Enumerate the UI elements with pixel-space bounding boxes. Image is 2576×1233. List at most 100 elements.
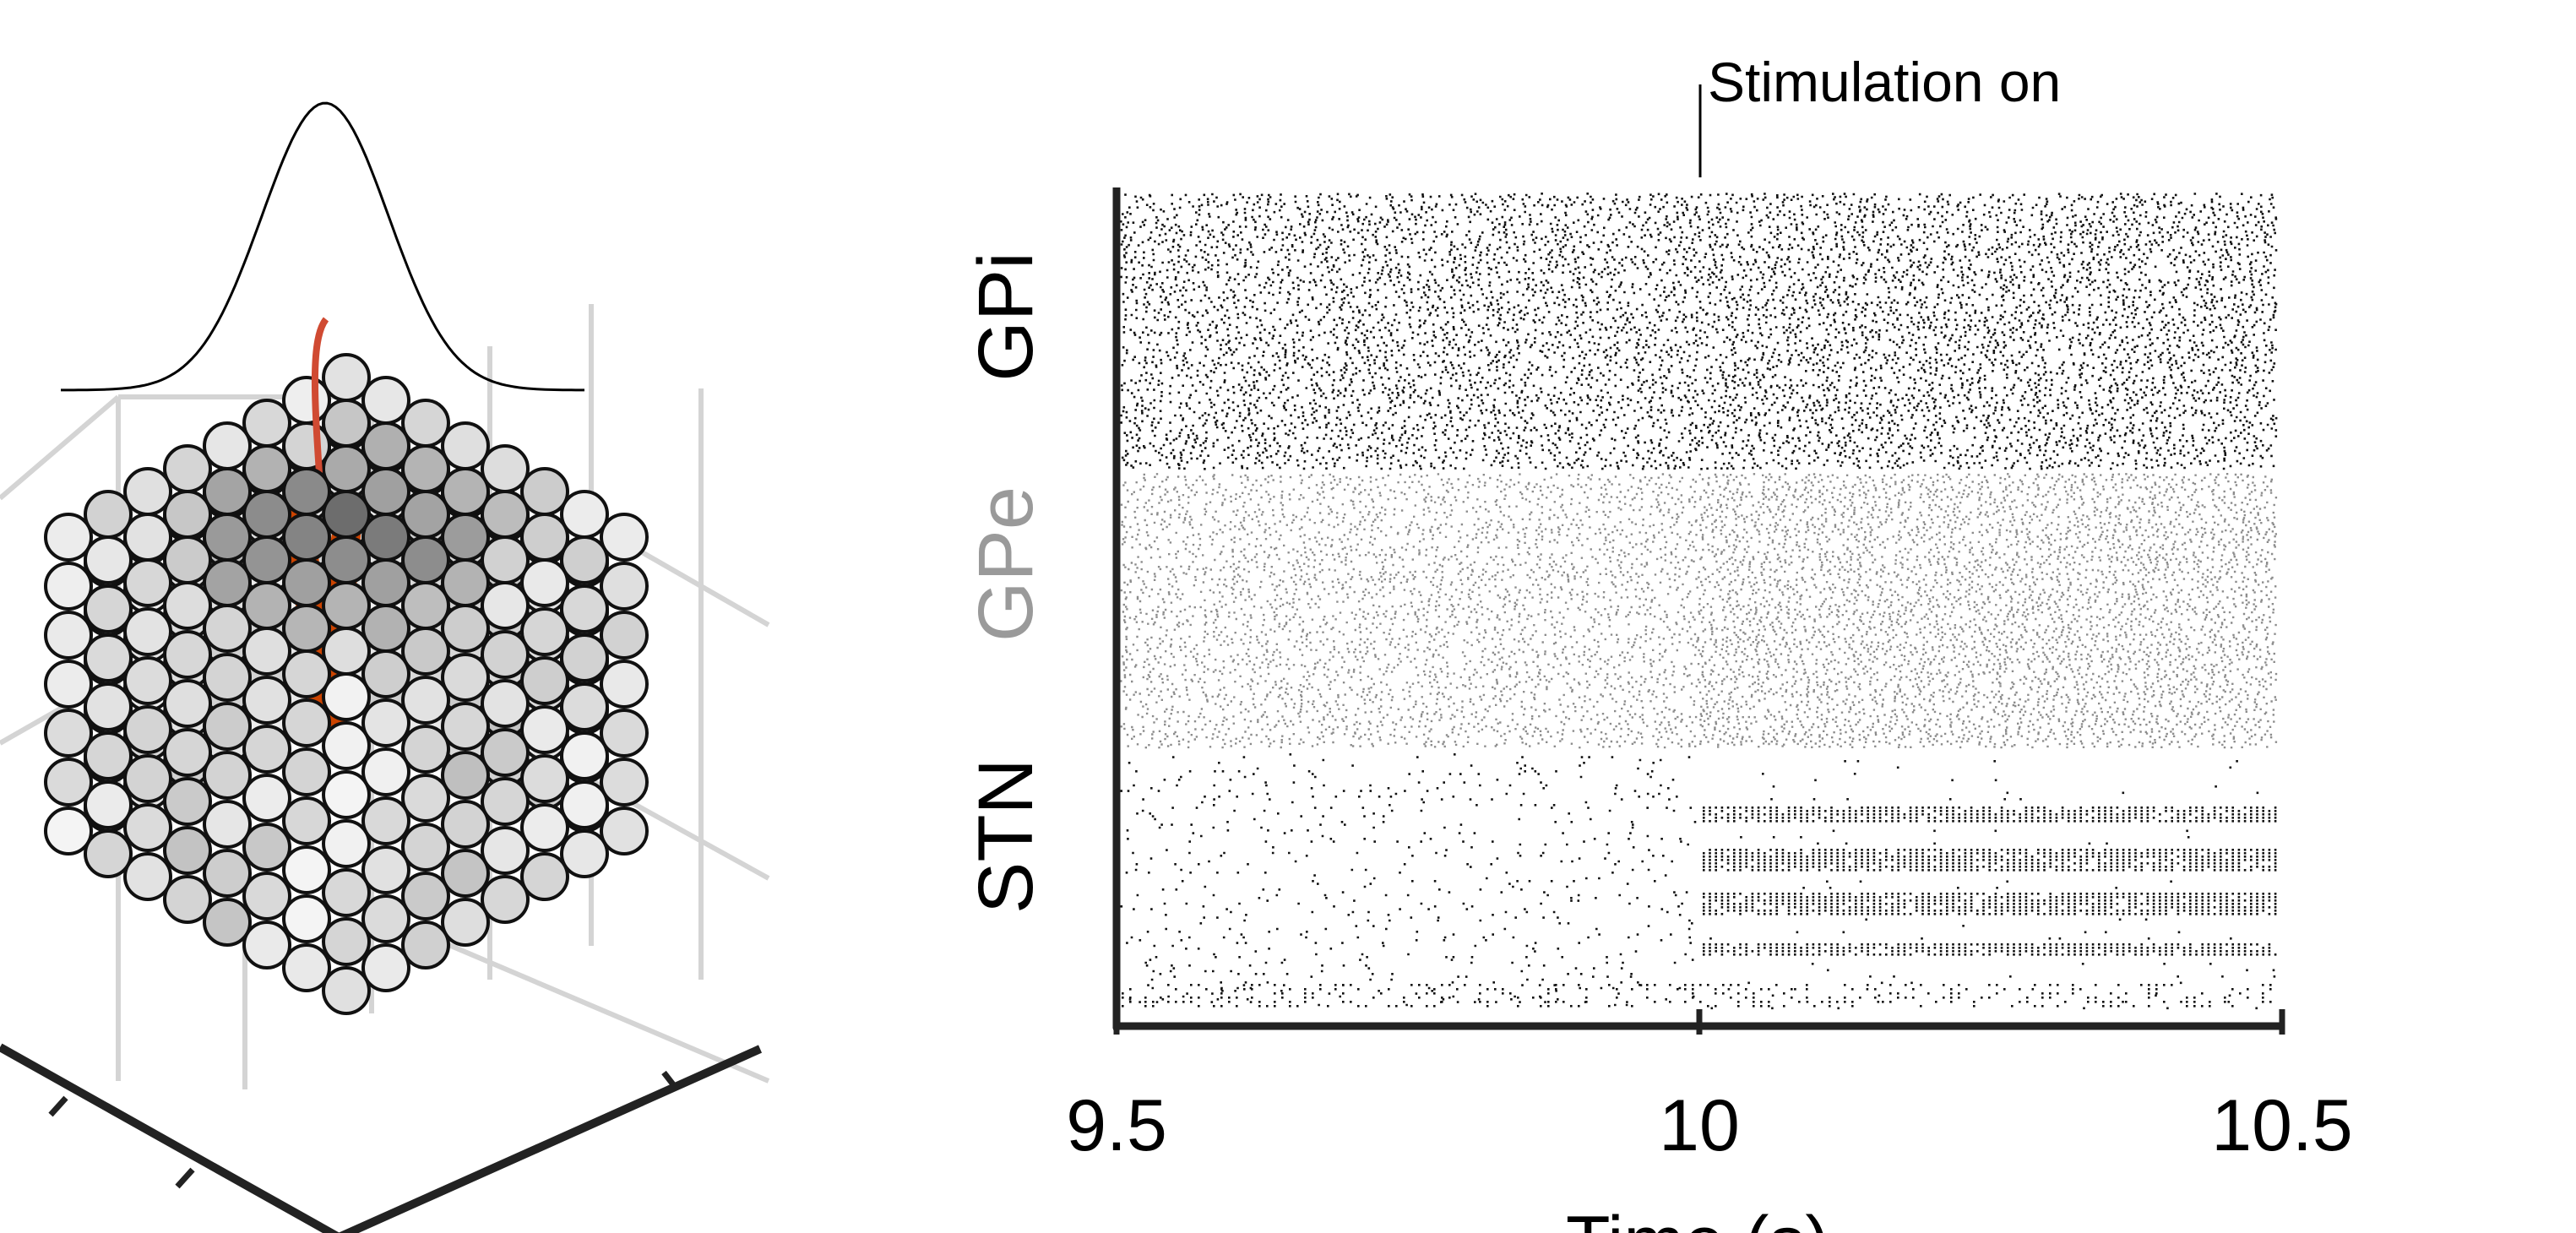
lattice-sphere (322, 490, 371, 539)
lattice-sphere (441, 604, 490, 653)
lattice-sphere (242, 921, 291, 970)
lattice-sphere (203, 558, 252, 607)
lattice-sphere (361, 747, 410, 796)
lattice-sphere (282, 467, 331, 516)
lattice-sphere (322, 917, 371, 966)
lattice-sphere (481, 875, 530, 924)
lattice-sphere (282, 649, 331, 698)
lattice-sphere (441, 558, 490, 607)
lattice-sphere (163, 630, 212, 679)
lattice-sphere (322, 868, 371, 917)
x-ticks (1113, 1009, 2285, 1035)
gaussian-profile-curve (61, 101, 584, 392)
lattice-diagram (0, 101, 770, 1233)
lattice-sphere (123, 656, 172, 705)
lattice-sphere (481, 535, 530, 584)
lattice-sphere (401, 921, 450, 970)
lattice-sphere (361, 698, 410, 747)
lattice-sphere (322, 581, 371, 630)
group-label-stn: STN (963, 758, 1049, 914)
lattice-axis-tick (175, 1167, 195, 1189)
lattice-sphere (401, 581, 450, 630)
lattice-sphere (242, 490, 291, 539)
lattice-sphere (282, 943, 331, 992)
lattice-sphere (242, 444, 291, 493)
lattice-sphere (84, 780, 133, 829)
lattice-sphere (520, 656, 569, 705)
lattice-sphere (361, 604, 410, 653)
lattice-sphere (322, 444, 371, 493)
lattice-sphere (123, 513, 172, 562)
stn-spikes (1120, 753, 2277, 1010)
gpi-spikes (1120, 193, 2278, 470)
lattice-sphere (163, 490, 212, 539)
lattice-sphere (361, 796, 410, 845)
lattice-sphere (84, 731, 133, 780)
lattice-sphere (361, 467, 410, 516)
lattice-sphere (123, 803, 172, 852)
lattice-sphere (481, 630, 530, 679)
lattice-sphere (84, 633, 133, 682)
lattice-sphere (282, 604, 331, 653)
lattice-sphere (242, 676, 291, 725)
x-axis-label: Time (s) (1566, 1202, 1829, 1233)
lattice-sphere (163, 875, 212, 924)
lattice-sphere (361, 943, 410, 992)
lattice-sphere (361, 376, 410, 425)
lattice-sphere (322, 819, 371, 868)
lattice-sphere (203, 421, 252, 470)
lattice-sphere (282, 747, 331, 796)
sphere-layer-front (44, 467, 649, 1015)
lattice-sphere (163, 581, 212, 630)
lattice-sphere (361, 845, 410, 894)
lattice-sphere (481, 826, 530, 875)
lattice-sphere (401, 627, 450, 676)
lattice-sphere (203, 898, 252, 947)
lattice-sphere (282, 845, 331, 894)
lattice-sphere (203, 849, 252, 898)
raster-plot: 9.5 10 10.5 Time (s) Stimulation on GPi GP… (963, 51, 2353, 1233)
lattice-sphere (123, 852, 172, 901)
lattice-sphere (441, 849, 490, 898)
lattice-sphere (123, 754, 172, 803)
lattice-sphere (520, 607, 569, 656)
x-tick-labels: 9.5 10 10.5 (1066, 1085, 2352, 1166)
lattice-grid-line (0, 394, 120, 501)
lattice-sphere (322, 770, 371, 819)
lattice-sphere (242, 774, 291, 823)
lattice-sphere (361, 894, 410, 943)
lattice-sphere (401, 823, 450, 872)
lattice-sphere (520, 754, 569, 803)
lattice-sphere (520, 705, 569, 754)
lattice-sphere (361, 421, 410, 470)
lattice-sphere (242, 627, 291, 676)
lattice-sphere (401, 399, 450, 448)
lattice-sphere (44, 562, 93, 611)
lattice-sphere (123, 607, 172, 656)
lattice-sphere (560, 535, 609, 584)
lattice-sphere (163, 826, 212, 875)
lattice-sphere (560, 584, 609, 633)
lattice-sphere (123, 705, 172, 754)
group-label-gpi: GPi (963, 252, 1049, 381)
lattice-sphere (163, 444, 212, 493)
electrode-lead (311, 317, 329, 474)
lattice-sphere (401, 535, 450, 584)
lattice-sphere (203, 604, 252, 653)
lattice-sphere (401, 444, 450, 493)
lattice-sphere (282, 376, 331, 425)
lattice-sphere (481, 490, 530, 539)
lattice-sphere (600, 660, 649, 709)
lattice-sphere (560, 490, 609, 539)
lattice-sphere (481, 728, 530, 777)
lattice-sphere (441, 800, 490, 849)
lattice-sphere (401, 872, 450, 921)
lattice-sphere (322, 966, 371, 1015)
lattice-sphere (322, 353, 371, 402)
lattice-sphere (322, 627, 371, 676)
lattice-sphere (600, 562, 649, 611)
lattice-sphere (84, 584, 133, 633)
lattice-sphere (600, 807, 649, 855)
lattice-sphere (84, 490, 133, 539)
